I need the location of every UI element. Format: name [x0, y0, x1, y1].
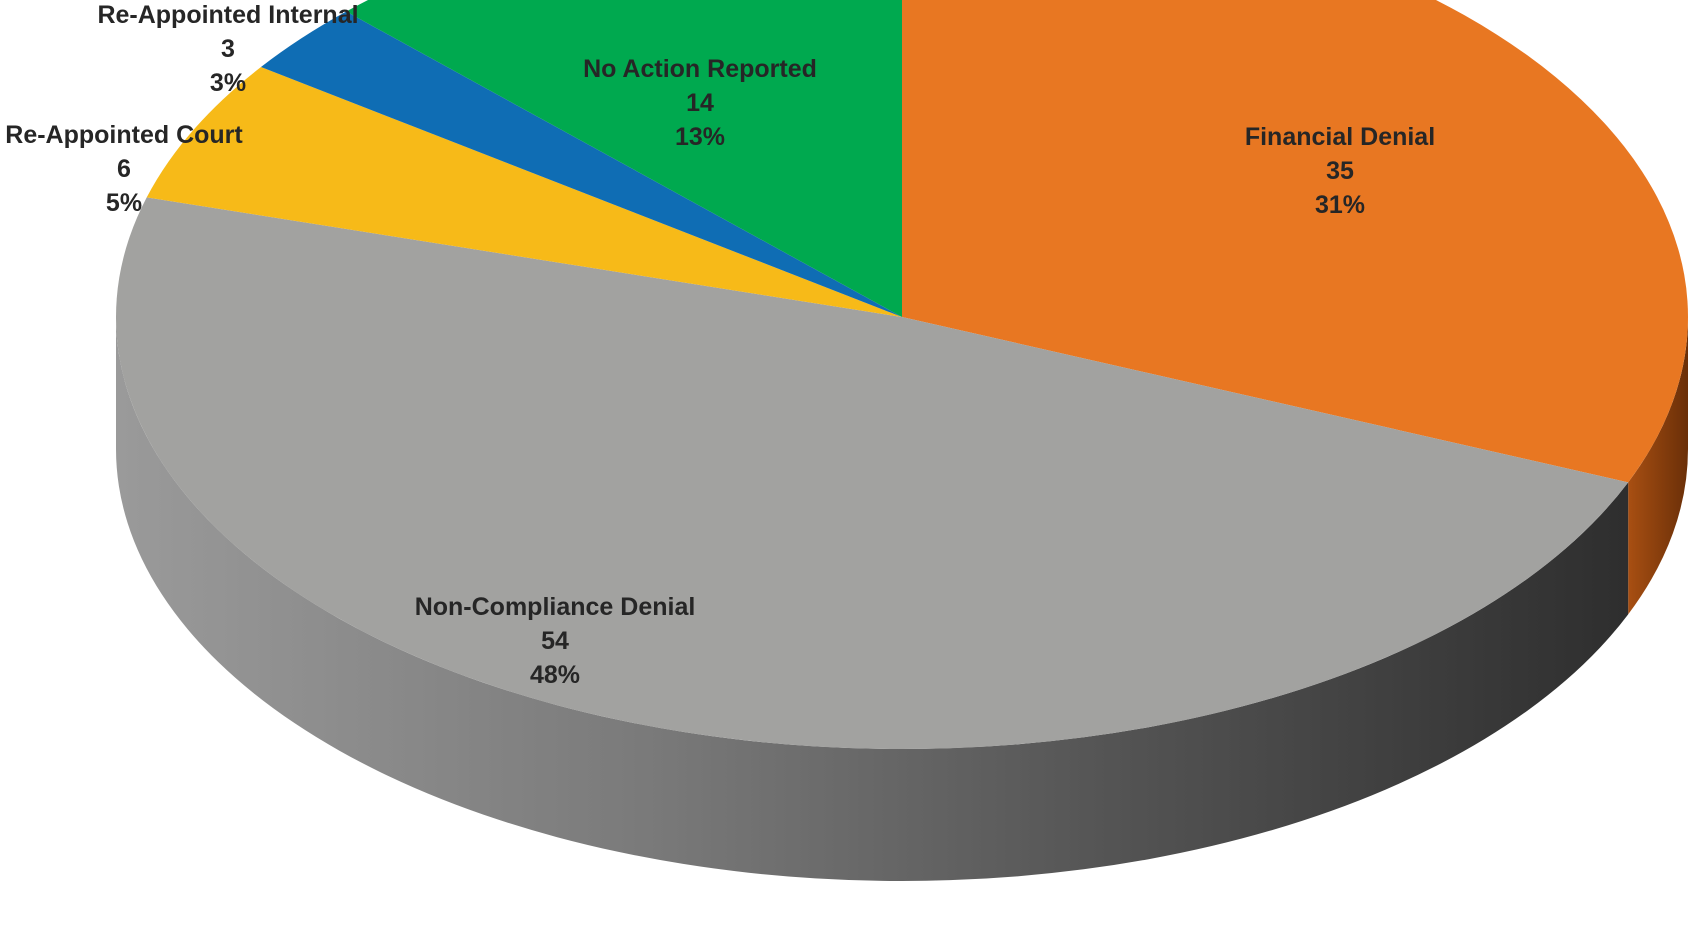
data-label-name: No Action Reported	[583, 55, 817, 83]
data-label-value: 14	[686, 89, 714, 117]
data-label-no-action-reported: No Action Reported 14 13%	[583, 55, 817, 151]
slice-financial-denial	[902, 0, 1688, 483]
data-label-value: 35	[1326, 157, 1354, 185]
slice-side-financial-denial	[1628, 317, 1688, 615]
data-label-re-appointed-internal: Re-Appointed Internal 3 3%	[97, 1, 358, 97]
data-label-percent: 5%	[106, 189, 142, 217]
slice-no-action-reported	[346, 0, 902, 317]
data-label-name: Re-Appointed Court	[5, 121, 243, 149]
data-label-value: 3	[221, 35, 235, 63]
data-label-value: 6	[117, 155, 131, 183]
data-label-percent: 48%	[530, 661, 580, 689]
data-label-non-compliance-denial: Non-Compliance Denial 54 48%	[415, 593, 696, 689]
data-label-value: 54	[541, 627, 569, 655]
slice-side-non-compliance-denial	[116, 317, 1629, 881]
data-label-percent: 31%	[1315, 191, 1365, 219]
data-label-percent: 3%	[210, 69, 246, 97]
data-label-name: Non-Compliance Denial	[415, 593, 696, 621]
data-label-name: Financial Denial	[1245, 123, 1435, 151]
slice-re-appointed-court	[146, 67, 902, 317]
data-label-name: Re-Appointed Internal	[97, 1, 358, 29]
data-label-financial-denial: Financial Denial 35 31%	[1245, 123, 1435, 219]
data-label-re-appointed-court: Re-Appointed Court 6 5%	[5, 121, 243, 217]
slice-re-appointed-internal	[260, 11, 903, 317]
slice-non-compliance-denial	[116, 197, 1629, 749]
data-label-percent: 13%	[675, 123, 725, 151]
